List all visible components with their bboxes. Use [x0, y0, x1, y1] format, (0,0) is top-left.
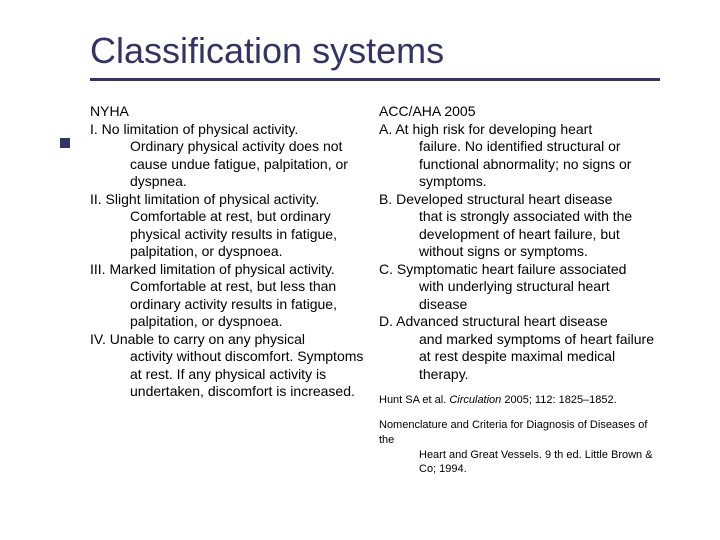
accaha-label: ACC/AHA 2005	[379, 103, 660, 121]
item-lead: A. At high risk for developing heart	[379, 121, 592, 137]
item-cont: failure. No identified structural or fun…	[379, 138, 660, 191]
nyha-item: III. Marked limitation of physical activ…	[90, 261, 371, 331]
accaha-item: C. Symptomatic heart failure associated …	[379, 261, 660, 314]
item-lead: I. No limitation of physical activity.	[90, 121, 298, 137]
left-column: NYHA I. No limitation of physical activi…	[90, 103, 371, 477]
accaha-item: B. Developed structural heart disease th…	[379, 191, 660, 261]
item-cont: Comfortable at rest, but ordinary physic…	[90, 208, 371, 261]
accaha-item: D. Advanced structural heart disease and…	[379, 313, 660, 383]
nyha-item: I. No limitation of physical activity. O…	[90, 121, 371, 191]
slide-title: Classification systems	[90, 30, 660, 72]
item-cont: and marked symptoms of heart failure at …	[379, 331, 660, 384]
accaha-item: A. At high risk for developing heart fai…	[379, 121, 660, 191]
citation-text: Hunt SA et al.	[379, 394, 449, 406]
item-lead: IV. Unable to carry on any physical	[90, 331, 305, 347]
item-cont: with underlying structural heart disease	[379, 278, 660, 313]
item-cont: Comfortable at rest, but less than ordin…	[90, 278, 371, 331]
item-cont: Ordinary physical activity does not caus…	[90, 138, 371, 191]
item-lead: D. Advanced structural heart disease	[379, 313, 608, 329]
citation: Hunt SA et al. Circulation 2005; 112: 18…	[379, 393, 660, 408]
citation: Nomenclature and Criteria for Diagnosis …	[379, 418, 660, 477]
item-cont: activity without discomfort. Symptoms at…	[90, 348, 371, 401]
citation-tail: 2005; 112: 1825–1852.	[501, 394, 616, 406]
content-columns: NYHA I. No limitation of physical activi…	[90, 103, 660, 477]
citation-cont: Heart and Great Vessels. 9 th ed. Little…	[379, 448, 660, 478]
citation-italic: Circulation	[449, 394, 501, 406]
nyha-label: NYHA	[90, 103, 371, 121]
item-lead: II. Slight limitation of physical activi…	[90, 191, 319, 207]
nyha-item: II. Slight limitation of physical activi…	[90, 191, 371, 261]
item-cont: that is strongly associated with the dev…	[379, 208, 660, 261]
title-underline	[90, 78, 660, 81]
item-lead: C. Symptomatic heart failure associated	[379, 261, 626, 277]
slide: Classification systems NYHA I. No limita…	[0, 0, 720, 540]
decorative-notch	[60, 138, 70, 148]
item-lead: B. Developed structural heart disease	[379, 191, 612, 207]
nyha-item: IV. Unable to carry on any physical acti…	[90, 331, 371, 401]
citation-text: Nomenclature and Criteria for Diagnosis …	[379, 419, 647, 446]
item-lead: III. Marked limitation of physical activ…	[90, 261, 335, 277]
right-column: ACC/AHA 2005 A. At high risk for develop…	[379, 103, 660, 477]
